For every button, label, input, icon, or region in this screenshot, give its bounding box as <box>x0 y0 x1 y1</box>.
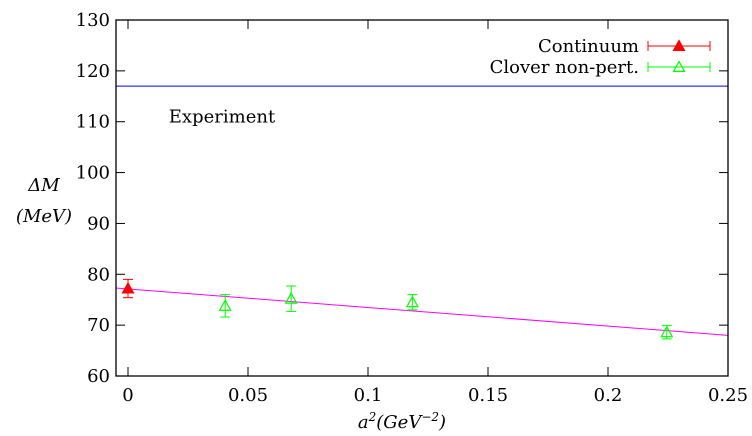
data-point <box>218 294 232 318</box>
legend-label: Clover non-pert. <box>490 57 639 78</box>
x-tick-label: 0.1 <box>354 385 383 406</box>
plot-frame <box>115 19 729 377</box>
legend-label: Continuum <box>538 36 639 57</box>
y-axis-title-line1: ΔM <box>27 175 60 196</box>
data-point <box>121 278 135 299</box>
legend-marker <box>672 39 686 52</box>
y-tick-label: 60 <box>87 366 110 387</box>
x-axis-title-rest-sup: −2 <box>421 410 439 424</box>
x-axis-title-close: ) <box>438 412 446 433</box>
point-marker <box>660 325 674 338</box>
x-axis-title: a2(GeV−2) <box>358 410 446 433</box>
fit-line <box>115 287 729 336</box>
data-point <box>660 325 674 340</box>
data-point <box>405 294 419 311</box>
x-tick-label: 0.15 <box>468 385 508 406</box>
y-tick-label: 70 <box>87 315 110 336</box>
point-marker <box>121 281 135 294</box>
plot-lines <box>115 85 729 336</box>
y-tick-label: 130 <box>76 10 110 31</box>
tick-labels: 60 70 80 90 100 110 120 130 0 0.05 0.1 0.15 0.2 0.25 <box>76 10 748 406</box>
point-marker <box>284 291 298 304</box>
y-tick-label: 100 <box>76 163 110 184</box>
point-marker <box>218 299 232 311</box>
x-axis-title-base: a <box>358 412 369 433</box>
x-tick-label: 0.2 <box>594 385 623 406</box>
axis-ticks <box>116 19 729 377</box>
x-axis-title-rest: (GeV <box>376 412 423 433</box>
point-marker <box>405 295 419 308</box>
y-tick-label: 110 <box>76 112 110 133</box>
y-tick-label: 90 <box>87 213 110 234</box>
data-points <box>121 278 674 340</box>
data-point <box>284 285 298 312</box>
legend-marker <box>672 60 686 73</box>
y-tick-label: 120 <box>76 61 110 82</box>
y-tick-label: 80 <box>87 264 110 285</box>
x-tick-label: 0.05 <box>228 385 268 406</box>
x-axis-title-sup: 2 <box>368 410 377 424</box>
x-tick-label: 0 <box>122 385 133 406</box>
y-axis-title-line2: (MeV) <box>16 206 72 227</box>
x-tick-label: 0.25 <box>708 385 748 406</box>
experiment-label: Experiment <box>169 107 276 128</box>
